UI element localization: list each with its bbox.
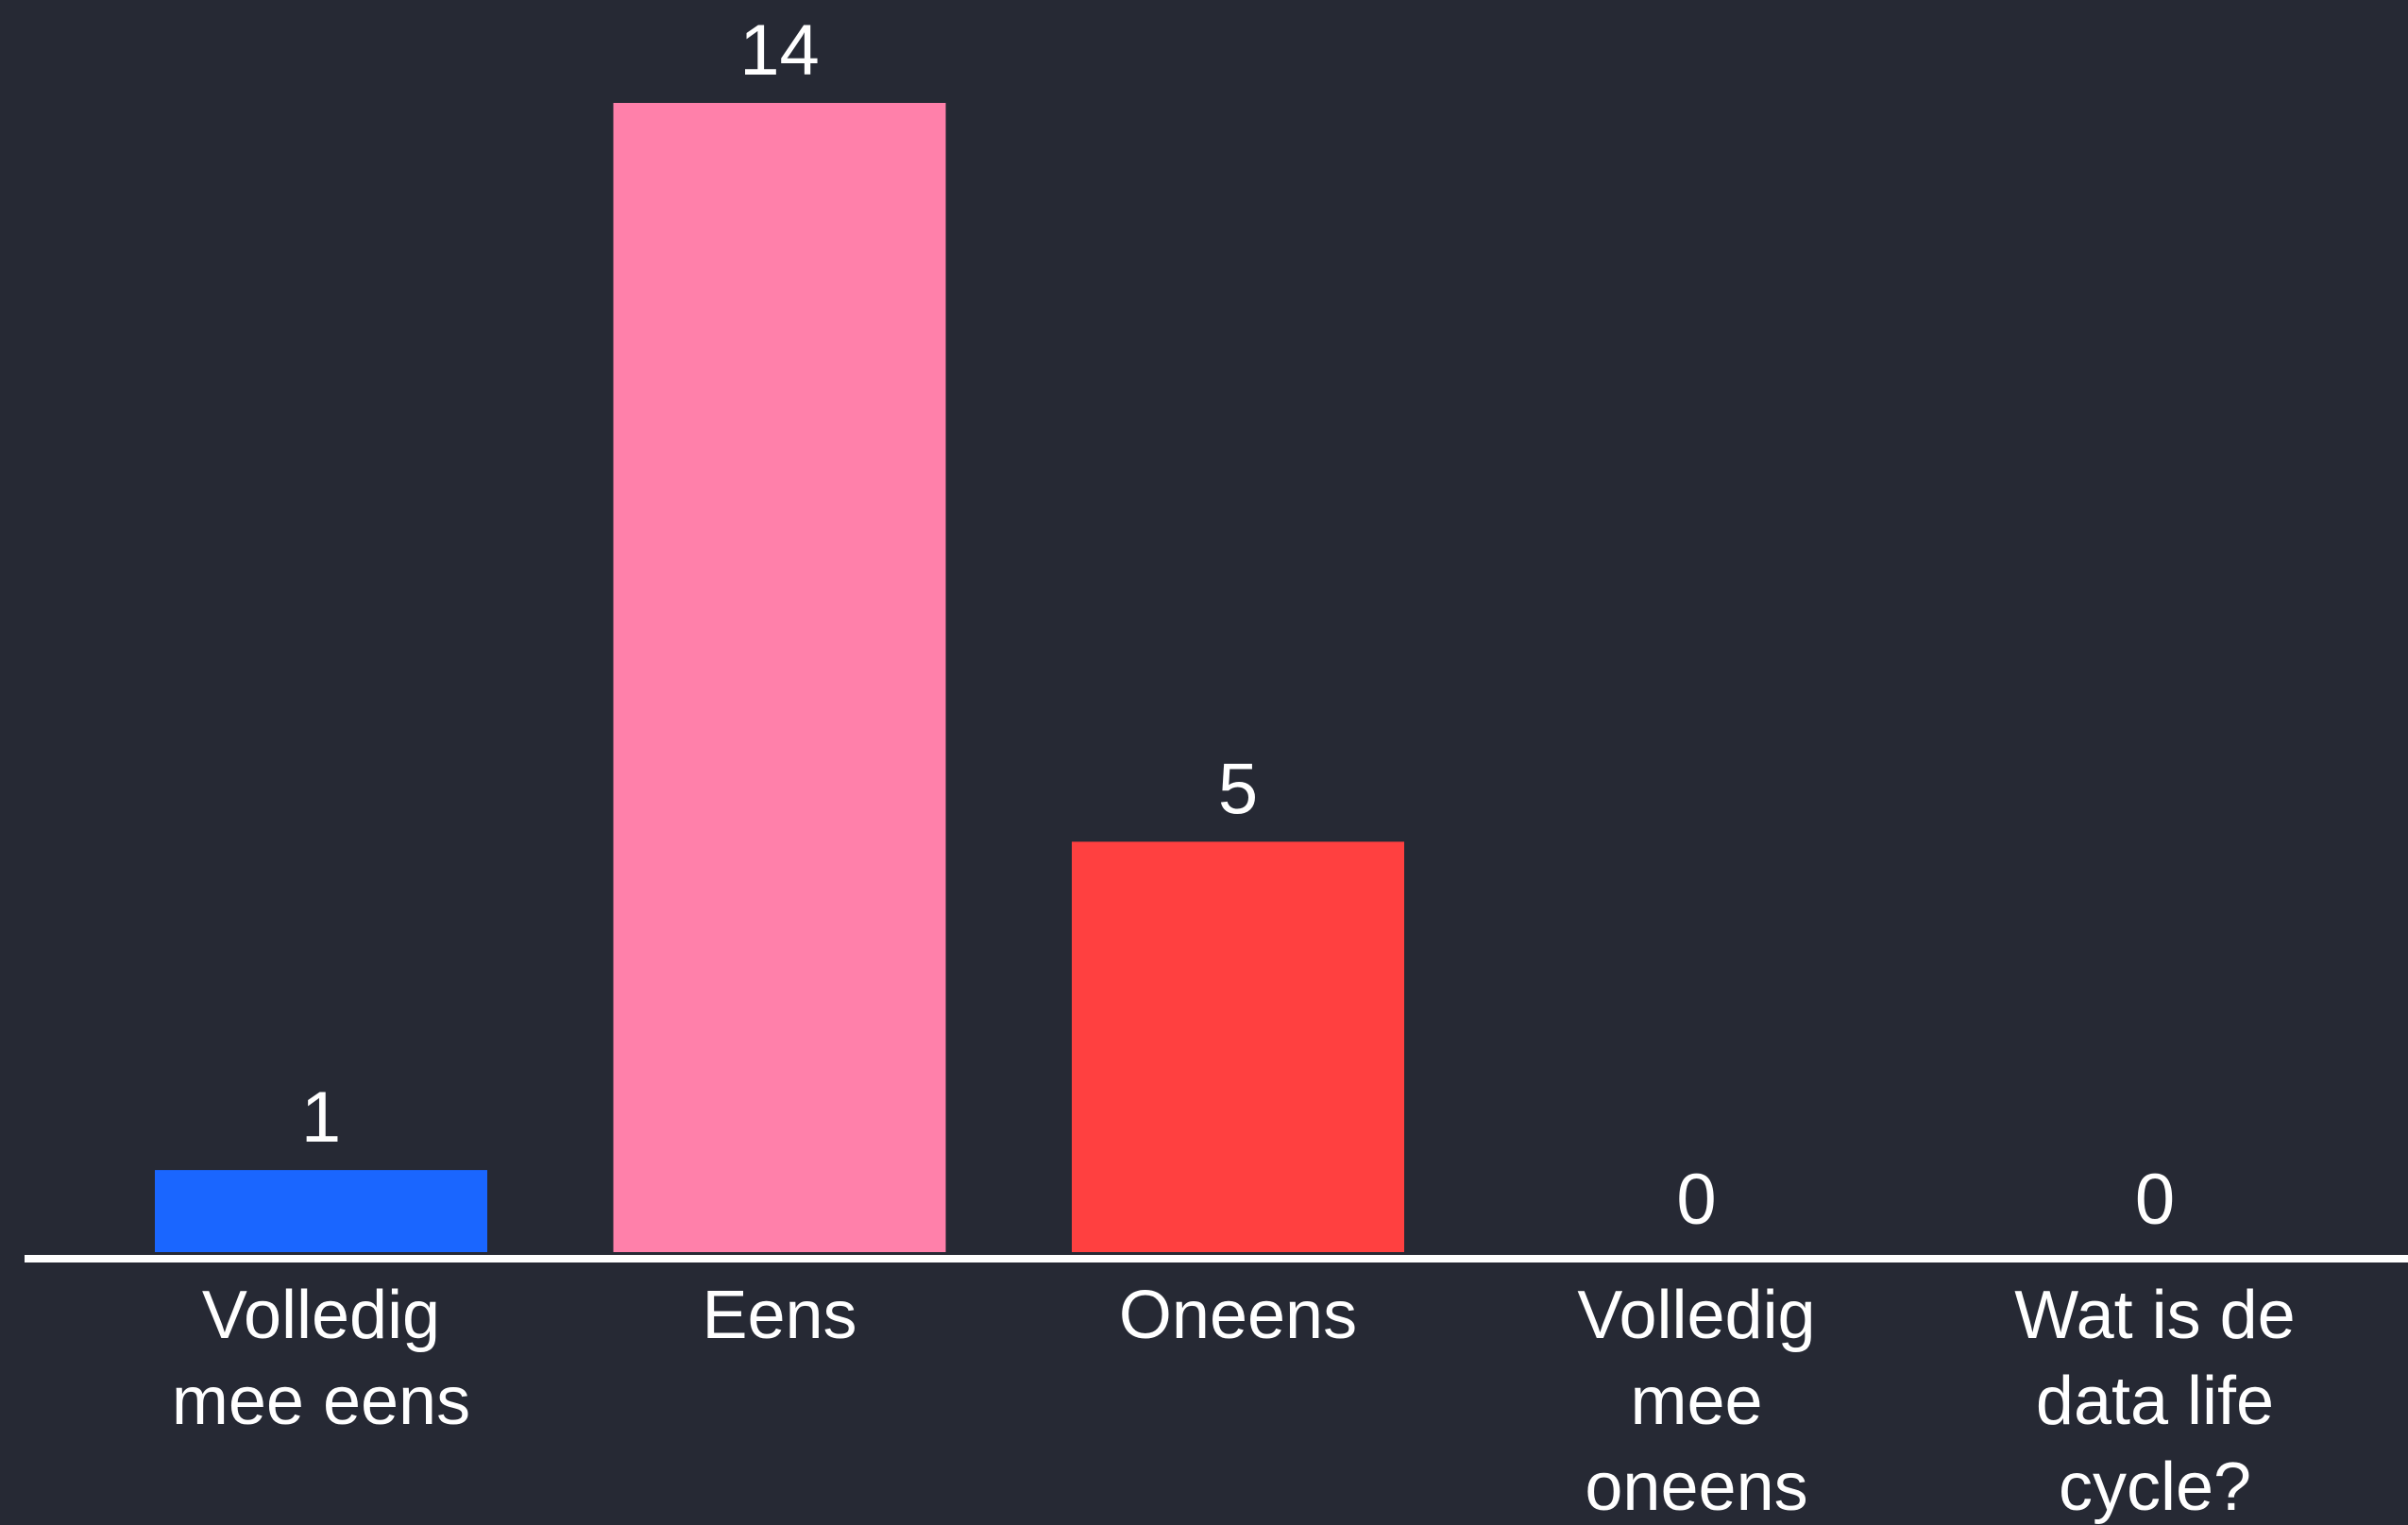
value-label-volledig-mee-eens: 1 (301, 1077, 341, 1158)
category-label-wat-is-de-data-life-cycle: Wat is de data life cycle? (2014, 1278, 2295, 1525)
value-label-wat-is-de-data-life-cycle: 0 (2135, 1160, 2175, 1240)
value-label-volledig-mee-oneens: 0 (1676, 1160, 1716, 1240)
bars-group (155, 103, 1404, 1252)
category-label-eens: Eens (702, 1278, 856, 1353)
value-labels-group: 1 14 5 0 0 (301, 10, 2175, 1240)
category-labels-group: Volledig mee eens Eens Oneens Volledig mee one… (172, 1278, 2296, 1525)
value-label-oneens: 5 (1218, 749, 1258, 829)
bar-eens (613, 103, 946, 1252)
category-label-volledig-mee-eens: Volledig mee eens (172, 1278, 470, 1439)
category-label-volledig-mee-oneens: Volledig mee oneens (1577, 1278, 1815, 1525)
category-label-oneens: Oneens (1119, 1278, 1357, 1353)
bar-volledig-mee-eens (155, 1170, 487, 1252)
value-label-eens: 14 (739, 10, 820, 91)
bar-oneens (1072, 841, 1404, 1252)
